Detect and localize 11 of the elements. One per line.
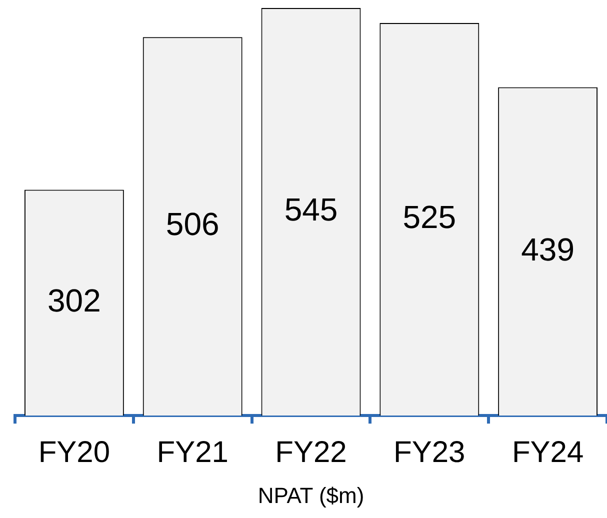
data-label: 302 (48, 282, 101, 318)
data-label: 506 (166, 206, 220, 242)
x-axis-title: NPAT ($m) (258, 482, 364, 508)
x-tick-label: FY20 (38, 436, 110, 469)
x-tick-label: FY23 (394, 436, 466, 469)
x-tick-label: FY24 (512, 436, 584, 469)
x-tick-label: FY22 (275, 436, 347, 469)
data-label: 439 (521, 231, 574, 268)
x-tick-label: FY21 (156, 436, 228, 469)
data-label: 545 (284, 192, 338, 228)
data-label: 525 (402, 199, 456, 236)
